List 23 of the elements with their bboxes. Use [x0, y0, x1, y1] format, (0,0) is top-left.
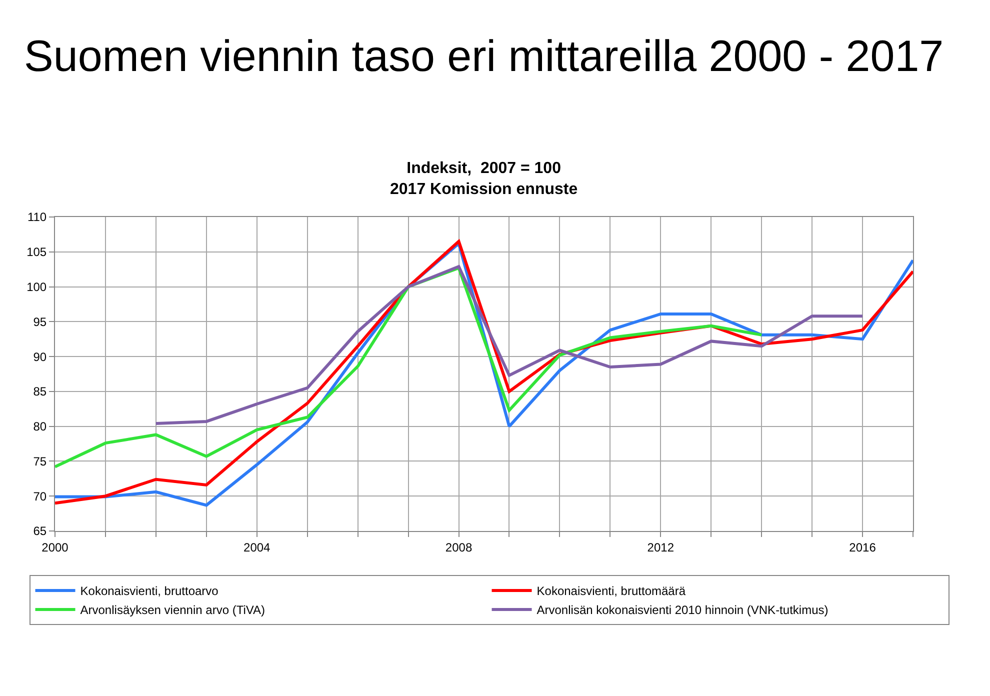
y-tick-label: 105 [26, 245, 47, 260]
y-tick-label: 75 [33, 454, 47, 468]
y-tick-label: 80 [33, 420, 47, 434]
y-tick-label: 90 [33, 350, 47, 364]
legend-label: Arvonlisäyksen viennin arvo (TiVA) [80, 603, 265, 618]
legend-label: Arvonlisän kokonaisvienti 2010 hinnoin (VNK-tutkimus) [536, 603, 828, 618]
y-tick-label: 70 [33, 489, 47, 504]
x-tick-label: 2008 [445, 540, 472, 554]
x-tick-label: 2012 [647, 540, 674, 554]
chart-subtitle: Indeksit, 2007 = 100 2017 Komission ennuste [390, 160, 578, 198]
x-tick-label: 2004 [244, 540, 271, 554]
line-series [154, 265, 864, 426]
chart-title: Suomen viennin taso eri mittareilla 2000 - 2017 [24, 32, 944, 81]
legend-label: Kokonaisvienti, bruttoarvo [80, 584, 219, 598]
x-tick-label: 2016 [849, 540, 876, 554]
y-tick-label: 95 [33, 314, 47, 329]
x-tick-label: 2000 [42, 540, 69, 554]
y-tick-label: 85 [33, 384, 47, 399]
legend-label: Kokonaisvienti, bruttomäärä [536, 584, 686, 598]
y-tick-label: 65 [33, 524, 47, 538]
y-tick-label: 110 [27, 210, 47, 224]
line-series [55, 266, 764, 468]
y-tick-label: 100 [26, 280, 47, 294]
